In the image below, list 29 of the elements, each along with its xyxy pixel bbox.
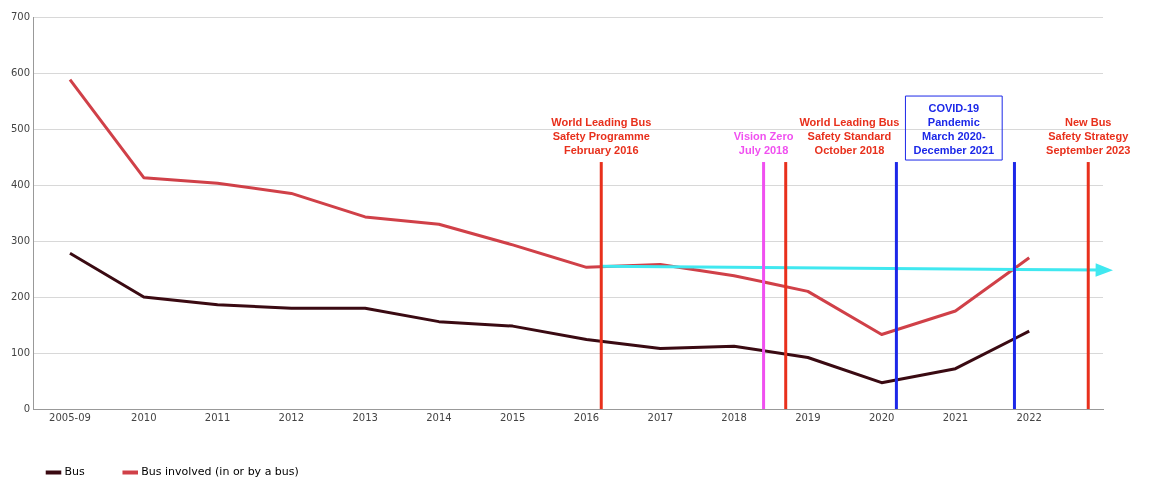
x-tick-label: 2019 <box>795 411 821 423</box>
y-tick-label: 0 <box>23 402 31 414</box>
x-tick-label: 2013 <box>352 411 378 423</box>
x-tick-label: 2016 <box>573 411 600 423</box>
y-tick-label: 700 <box>10 10 31 22</box>
x-tick-label: 2021 <box>942 411 969 423</box>
ref-line-label: Vision Zero July 2018 <box>733 129 794 156</box>
x-tick-label: 2015 <box>499 411 526 423</box>
x-tick-label: 2020 <box>868 411 895 423</box>
ref-line-label: World Leading Bus Safety Standard October 2018 <box>799 115 900 156</box>
x-tick-label: 2018 <box>721 411 747 423</box>
y-tick-label: 600 <box>10 66 31 78</box>
x-tick-label: 2011 <box>204 411 231 423</box>
legend-label: Bus <box>64 465 86 479</box>
y-tick-label: 100 <box>10 346 31 358</box>
y-tick-label: 200 <box>10 290 31 302</box>
ref-line-label: New Bus Safety Strategy September 2023 <box>1046 115 1131 156</box>
y-tick-label: 400 <box>10 178 31 190</box>
ref-line-label: World Leading Bus Safety Programme February 2016 <box>551 115 652 156</box>
x-tick-label: 2005-09 <box>49 411 91 423</box>
x-tick-label: 2014 <box>426 411 452 423</box>
x-tick-label: 2012 <box>278 411 305 423</box>
y-tick-label: 300 <box>10 234 31 246</box>
legend-label: Bus involved (in or by a bus) <box>141 465 299 479</box>
y-tick-label: 500 <box>10 122 31 134</box>
x-tick-label: 2022 <box>1016 411 1042 423</box>
x-tick-label: 2010 <box>131 411 157 423</box>
ref-line-label: COVID-19 Pandemic March 2020- December 2021 <box>913 101 995 156</box>
x-tick-label: 2017 <box>647 411 673 423</box>
